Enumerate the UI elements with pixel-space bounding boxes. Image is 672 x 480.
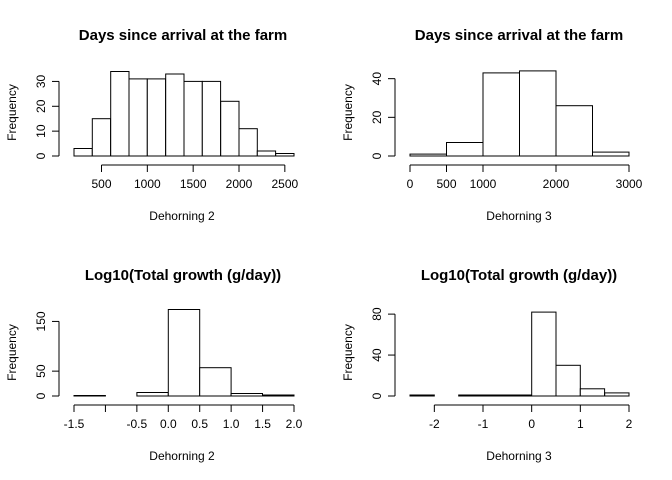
x-tick-label: 0 bbox=[407, 177, 414, 191]
histogram-bar bbox=[604, 392, 630, 397]
x-tick-label: 1000 bbox=[470, 177, 497, 191]
panel-3-xlabel: Dehorning 2 bbox=[149, 449, 215, 463]
histogram-bar bbox=[256, 150, 277, 157]
x-tick-label: 500 bbox=[91, 177, 111, 191]
panel-1-ylabel: Frequency bbox=[5, 84, 19, 141]
x-tick-label: 1.0 bbox=[223, 417, 240, 431]
histogram-bar bbox=[146, 78, 167, 157]
x-tick-label: 2500 bbox=[271, 177, 298, 191]
panel-4-xlabel: Dehorning 3 bbox=[486, 449, 552, 463]
x-tick-label: 1000 bbox=[134, 177, 161, 191]
x-tick-label: -2 bbox=[429, 417, 440, 431]
panel-3-title: Log10(Total growth (g/day)) bbox=[85, 267, 281, 284]
histogram-bar bbox=[262, 394, 295, 397]
y-tick-label: 0 bbox=[370, 152, 384, 159]
y-tick-label: 10 bbox=[34, 124, 48, 138]
y-tick-label: 80 bbox=[370, 307, 384, 321]
panel-1-xlabel: Dehorning 2 bbox=[149, 209, 215, 223]
y-tick-label: 40 bbox=[370, 348, 384, 362]
y-tick-label: 0 bbox=[34, 392, 48, 399]
histogram-bar bbox=[519, 70, 557, 157]
histogram-bar bbox=[458, 394, 484, 397]
y-tick-label: 50 bbox=[34, 364, 48, 378]
histogram-bar bbox=[482, 72, 520, 157]
panel-2-title: Days since arrival at the farm bbox=[415, 27, 623, 44]
histogram-bar bbox=[167, 309, 201, 397]
histogram-bar bbox=[165, 73, 185, 157]
x-tick-label: -0.5 bbox=[127, 417, 148, 431]
histogram-bar bbox=[73, 148, 93, 157]
histogram-bar bbox=[136, 392, 169, 397]
panel-2-ylabel: Frequency bbox=[341, 84, 355, 141]
histogram-bar bbox=[555, 364, 581, 397]
y-tick-label: 150 bbox=[34, 311, 48, 331]
x-tick-label: -1.5 bbox=[64, 417, 85, 431]
histogram-bar bbox=[201, 80, 222, 157]
panel-1-title: Days since arrival at the farm bbox=[79, 27, 287, 44]
histogram-bar bbox=[555, 105, 593, 157]
histogram-bar bbox=[183, 80, 203, 157]
y-tick-label: 40 bbox=[370, 72, 384, 86]
histogram-bar bbox=[110, 71, 130, 157]
x-tick-label: 2 bbox=[626, 417, 633, 431]
histogram-bar bbox=[579, 388, 606, 397]
y-tick-label: 0 bbox=[370, 392, 384, 399]
x-tick-label: 500 bbox=[436, 177, 456, 191]
x-tick-label: 2000 bbox=[226, 177, 253, 191]
y-tick-label: 30 bbox=[34, 74, 48, 88]
histogram-bar bbox=[592, 151, 630, 157]
y-tick-label: 0 bbox=[34, 152, 48, 159]
x-tick-label: 0.0 bbox=[160, 417, 177, 431]
x-tick-label: 1 bbox=[577, 417, 584, 431]
histogram-bar bbox=[91, 118, 112, 157]
x-tick-label: 0 bbox=[528, 417, 535, 431]
x-tick-label: 1.5 bbox=[254, 417, 271, 431]
x-tick-label: 3000 bbox=[616, 177, 643, 191]
panel-3-ylabel: Frequency bbox=[5, 324, 19, 381]
histogram-bar bbox=[220, 100, 240, 157]
histogram-bar bbox=[446, 142, 484, 157]
histogram-bar bbox=[73, 395, 106, 397]
x-tick-label: 2000 bbox=[543, 177, 570, 191]
histogram-bar bbox=[531, 311, 557, 397]
histogram-bar bbox=[409, 394, 435, 397]
histogram-bar bbox=[230, 393, 264, 397]
x-tick-label: 0.5 bbox=[191, 417, 208, 431]
x-tick-label: 2.0 bbox=[286, 417, 303, 431]
histogram-bar bbox=[238, 128, 258, 157]
x-tick-label: 1500 bbox=[180, 177, 207, 191]
histogram-bar bbox=[128, 78, 148, 157]
histogram-bar bbox=[275, 153, 295, 157]
histogram-bar bbox=[409, 153, 447, 157]
y-tick-label: 20 bbox=[370, 110, 384, 124]
panel-4-ylabel: Frequency bbox=[341, 324, 355, 381]
panel-2-xlabel: Dehorning 3 bbox=[486, 209, 552, 223]
histogram-bar bbox=[482, 394, 508, 397]
panel-4-title: Log10(Total growth (g/day)) bbox=[421, 267, 617, 284]
histogram-bar bbox=[506, 394, 533, 397]
histogram-bar bbox=[199, 367, 232, 397]
x-tick-label: -1 bbox=[478, 417, 489, 431]
y-tick-label: 20 bbox=[34, 99, 48, 113]
